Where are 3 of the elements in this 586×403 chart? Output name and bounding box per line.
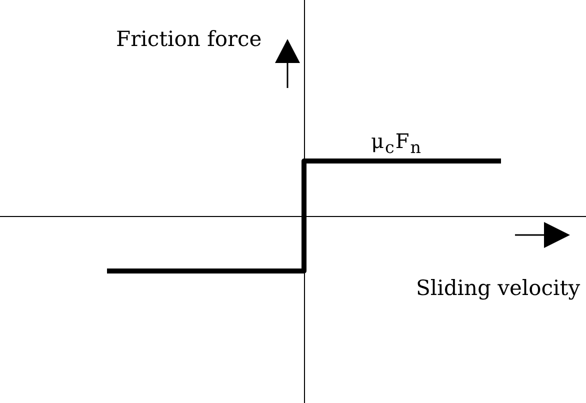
text: Friction force — [116, 26, 262, 52]
annotation: μ$_{c}$F$_{n}$ — [371, 128, 422, 159]
x-axis-title: Sliding velocity — [416, 275, 580, 301]
